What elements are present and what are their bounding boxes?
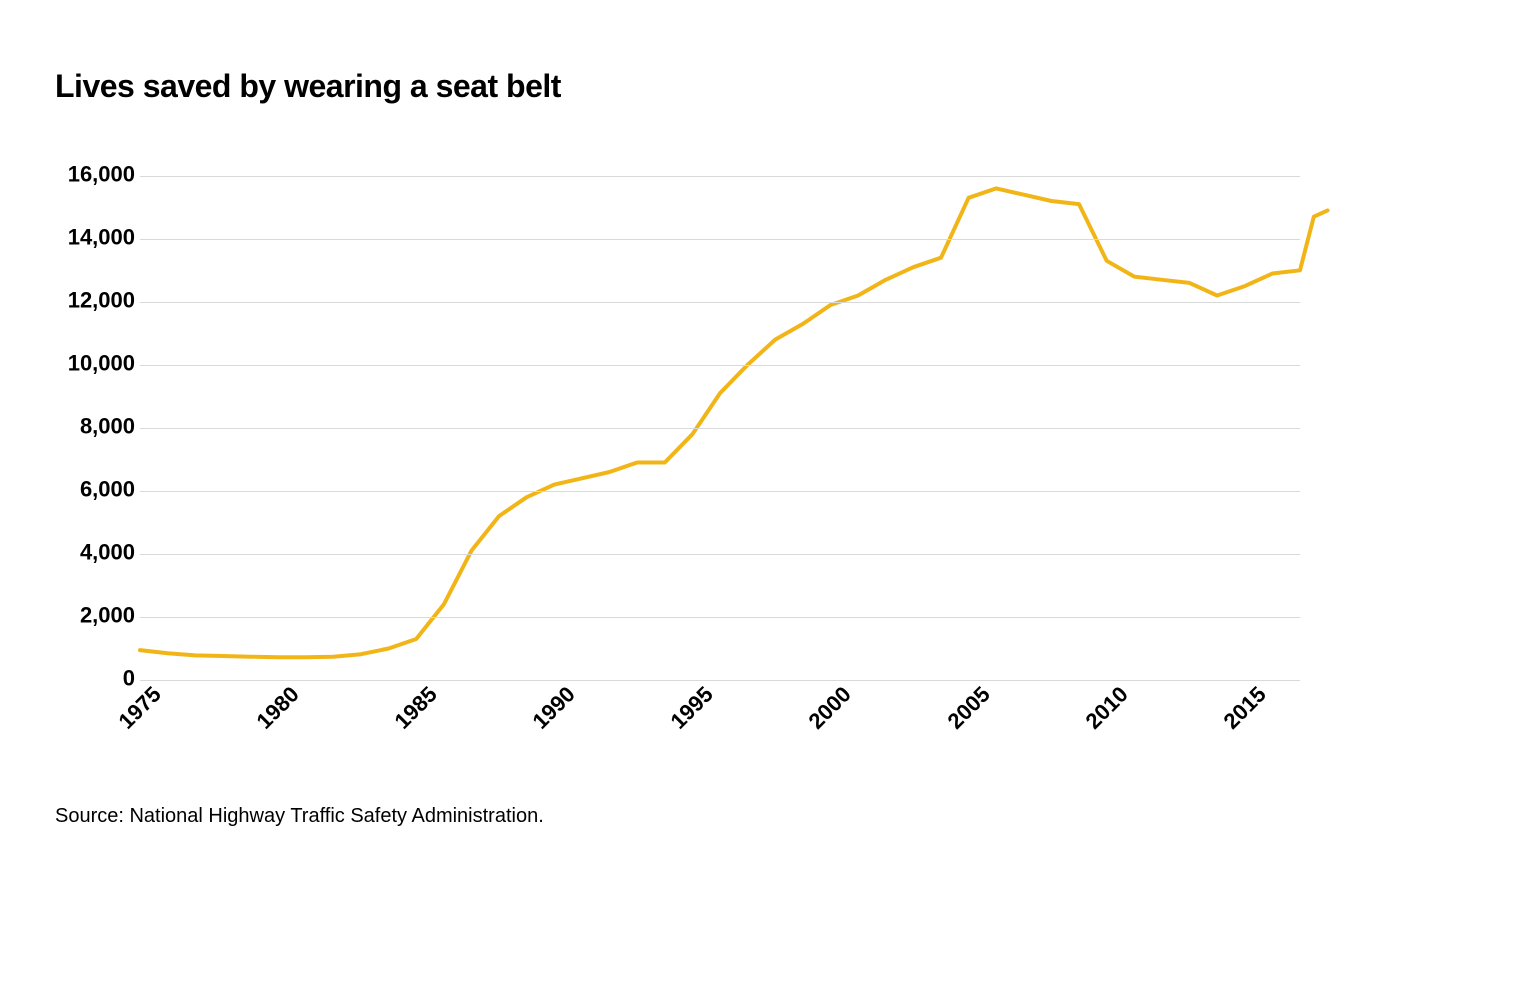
y-axis-label: 0	[123, 666, 135, 692]
gridline	[140, 176, 1300, 177]
y-axis-label: 12,000	[68, 288, 135, 314]
x-axis-label: 2005	[942, 682, 995, 735]
y-axis-label: 2,000	[80, 603, 135, 629]
y-axis-label: 16,000	[68, 161, 135, 187]
gridline	[140, 365, 1300, 366]
y-axis-label: 8,000	[80, 414, 135, 440]
gridline	[140, 680, 1300, 681]
source-text: Source: National Highway Traffic Safety …	[55, 805, 544, 828]
plot-area	[140, 160, 1300, 680]
data-line	[140, 188, 1328, 657]
x-axis-label: 2015	[1218, 682, 1271, 735]
y-axis-label: 10,000	[68, 351, 135, 377]
x-axis-label: 1990	[528, 682, 581, 735]
x-axis-label: 1995	[666, 682, 719, 735]
y-axis-label: 6,000	[80, 477, 135, 503]
gridline	[140, 491, 1300, 492]
gridline	[140, 617, 1300, 618]
gridline	[140, 239, 1300, 240]
chart-container: Lives saved by wearing a seat belt 0 2,00…	[0, 0, 1520, 984]
x-axis-label: 1985	[390, 682, 443, 735]
y-axis-label: 4,000	[80, 540, 135, 566]
x-axis-label: 2000	[804, 682, 857, 735]
gridline	[140, 302, 1300, 303]
chart-title: Lives saved by wearing a seat belt	[55, 68, 561, 105]
gridline	[140, 428, 1300, 429]
x-axis-label: 1975	[114, 682, 167, 735]
x-axis-label: 2010	[1080, 682, 1133, 735]
gridline	[140, 554, 1300, 555]
chart: 0 2,000 4,000 6,000 8,000 10,000 12,000 14,000 1…	[55, 160, 1300, 760]
y-axis-label: 14,000	[68, 224, 135, 250]
x-axis-label: 1980	[252, 682, 305, 735]
